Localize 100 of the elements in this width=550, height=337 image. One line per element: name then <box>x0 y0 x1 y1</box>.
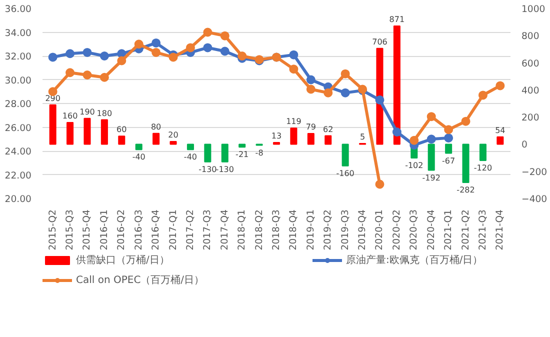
data-label: -40 <box>184 152 198 162</box>
data-label: 79 <box>306 122 316 132</box>
x-tick-label: 2020-Q2 <box>391 209 402 250</box>
bar <box>135 144 142 150</box>
bar <box>84 118 91 145</box>
point <box>100 72 109 82</box>
point <box>461 116 470 126</box>
x-tick-label: 2018-Q1 <box>236 209 248 250</box>
point <box>289 64 298 74</box>
point <box>152 38 161 48</box>
data-label: 5 <box>360 132 366 142</box>
data-label: 20 <box>168 130 178 140</box>
bar <box>186 144 194 150</box>
y-tick-label: 32.00 <box>4 52 32 62</box>
point <box>306 84 316 94</box>
data-label: 54 <box>495 126 506 135</box>
bar <box>324 135 332 145</box>
data-label: 60 <box>116 125 127 134</box>
point <box>444 133 454 142</box>
bar <box>462 144 470 183</box>
x-tick-label: 2020-Q4 <box>426 209 437 250</box>
point <box>82 70 92 80</box>
point <box>152 48 161 57</box>
data-label: -21 <box>236 150 249 160</box>
point <box>82 48 92 57</box>
x-tick-label: 2016-Q4 <box>150 209 162 250</box>
point <box>238 52 247 60</box>
x-tick-label: 2016-Q2 <box>116 209 128 250</box>
x-tick-label: 2019-Q4 <box>357 209 368 250</box>
point <box>340 69 350 78</box>
data-label: -102 <box>405 161 424 170</box>
x-tick-label: 2015-Q2 <box>47 209 58 250</box>
y2-tick-label: 400 <box>522 85 540 96</box>
data-label: -192 <box>422 173 440 182</box>
point <box>66 68 75 78</box>
point <box>426 112 436 122</box>
y2-tick-label: 1000 <box>522 4 546 15</box>
point <box>444 125 454 134</box>
bar <box>238 144 246 148</box>
x-tick-label: 2020-Q3 <box>408 209 420 250</box>
y-tick-label: 22.00 <box>4 170 32 182</box>
point <box>375 180 384 189</box>
y-tick-label: 30.00 <box>4 75 32 86</box>
data-label: -282 <box>456 185 475 194</box>
point <box>426 134 436 144</box>
y-tick-label: 34.00 <box>4 28 32 39</box>
legend-label: 供需缺口（万桶/日） <box>76 254 170 267</box>
data-label: 62 <box>323 124 334 134</box>
x-tick-label: 2019-Q1 <box>305 209 316 250</box>
bar <box>428 144 435 171</box>
data-label: 290 <box>45 94 60 103</box>
point <box>478 90 488 100</box>
point <box>324 88 333 98</box>
bar <box>170 141 177 145</box>
legend-label: 原油产量:欧佩克（百万桶/日） <box>346 254 484 267</box>
y-tick-label: 28.00 <box>4 99 32 110</box>
data-label: -40 <box>132 152 146 162</box>
data-label: 80 <box>150 122 162 132</box>
x-tick-label: 2020-Q1 <box>374 209 386 250</box>
bar <box>342 144 349 166</box>
bar <box>445 144 452 154</box>
y2-tick-label: 0 <box>522 140 528 151</box>
bar <box>496 136 504 145</box>
y2-tick-label: 800 <box>522 31 540 42</box>
point <box>220 46 230 56</box>
bar <box>290 128 298 145</box>
x-tick-label: 2017-Q1 <box>168 209 179 250</box>
data-label: 871 <box>389 15 405 24</box>
bar <box>479 144 486 161</box>
x-tick-label: 2019-Q3 <box>340 209 351 250</box>
point <box>48 52 58 62</box>
data-label: 180 <box>96 108 112 118</box>
x-tick-label: 2016-Q3 <box>133 209 144 250</box>
legend-label: Call on OPEC（百万桶/日） <box>76 274 206 287</box>
bar <box>204 144 212 162</box>
point <box>100 52 109 60</box>
point <box>66 49 75 58</box>
x-tick-label: 2021-Q3 <box>477 209 488 250</box>
point <box>410 136 419 145</box>
x-tick-label: 2021-Q1 <box>443 209 454 250</box>
data-label: 160 <box>62 112 78 120</box>
point <box>220 31 230 40</box>
x-tick-label: 2021-Q4 <box>494 209 506 250</box>
bar <box>118 136 126 145</box>
x-tick-label: 2017-Q3 <box>202 209 214 250</box>
point <box>186 43 195 52</box>
y2-tick-label: 600 <box>522 58 540 70</box>
x-tick-label: 2017-Q2 <box>184 209 196 250</box>
data-label: 119 <box>286 117 302 126</box>
point <box>203 28 212 37</box>
bar <box>49 104 56 145</box>
point <box>117 56 126 66</box>
bar <box>66 122 74 145</box>
y-tick-label: 24.00 <box>4 146 32 158</box>
point <box>496 81 505 90</box>
x-tick-label: 2015-Q4 <box>82 209 93 250</box>
point <box>289 50 298 60</box>
bar <box>152 132 160 145</box>
bar <box>376 48 384 145</box>
data-label: 706 <box>372 37 388 46</box>
